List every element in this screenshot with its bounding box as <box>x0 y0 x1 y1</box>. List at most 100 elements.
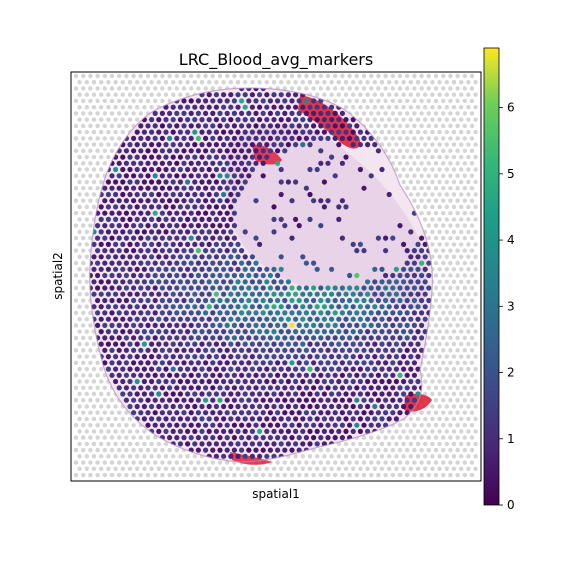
expression-spot <box>217 335 223 341</box>
empty-spot <box>390 98 395 104</box>
empty-spot <box>408 429 413 434</box>
expression-spot <box>242 441 248 447</box>
expression-spot <box>188 272 194 279</box>
empty-spot <box>451 192 457 197</box>
expression-spot <box>185 291 191 297</box>
expression-spot <box>224 110 230 116</box>
empty-spot <box>469 273 475 278</box>
expression-spot <box>213 441 219 447</box>
expression-spot <box>192 266 198 272</box>
expression-spot <box>203 385 209 391</box>
empty-spot <box>473 229 478 235</box>
expression-spot <box>257 341 263 347</box>
empty-spot <box>444 366 449 372</box>
expression-spot <box>181 98 187 104</box>
empty-spot <box>84 341 90 347</box>
expression-spot <box>271 92 277 98</box>
expression-spot <box>361 360 367 366</box>
expression-spot <box>163 428 169 434</box>
expression-spot <box>282 223 288 229</box>
empty-spot <box>426 223 431 228</box>
expression-spot <box>329 428 335 434</box>
expression-spot <box>174 110 180 116</box>
expression-spot <box>149 129 155 135</box>
expression-spot <box>181 285 187 291</box>
expression-spot <box>206 191 212 198</box>
expression-spot <box>271 354 277 360</box>
expression-spot <box>113 179 119 185</box>
expression-spot <box>408 304 414 310</box>
empty-spot <box>185 92 190 97</box>
expression-spot <box>419 335 425 341</box>
empty-spot <box>448 111 453 116</box>
expression-spot <box>285 416 291 422</box>
empty-spot <box>84 267 90 272</box>
expression-spot <box>116 260 122 266</box>
empty-spot <box>408 129 413 135</box>
expression-spot <box>221 266 227 272</box>
empty-spot <box>473 192 478 197</box>
expression-spot <box>210 260 216 266</box>
expression-spot <box>321 204 327 210</box>
empty-spot <box>307 454 313 459</box>
expression-spot <box>217 272 223 279</box>
empty-spot <box>289 472 295 478</box>
expression-spot <box>307 104 313 110</box>
expression-spot <box>325 322 331 328</box>
expression-spot <box>318 198 324 204</box>
empty-spot <box>156 466 161 471</box>
empty-spot <box>77 466 82 471</box>
expression-spot <box>98 204 104 210</box>
empty-spot <box>473 279 478 284</box>
expression-spot <box>354 322 360 328</box>
expression-spot <box>314 378 320 385</box>
expression-spot <box>224 160 230 166</box>
empty-spot <box>117 136 122 141</box>
empty-spot <box>455 472 460 478</box>
expression-spot <box>368 310 374 316</box>
expression-spot <box>267 372 273 378</box>
empty-spot <box>451 129 457 135</box>
expression-spot <box>242 92 248 98</box>
expression-spot <box>282 310 288 316</box>
empty-spot <box>354 86 359 91</box>
expression-spot <box>149 403 155 410</box>
expression-spot <box>354 422 360 428</box>
expression-spot <box>91 279 97 285</box>
empty-spot <box>181 460 187 465</box>
expression-spot <box>199 129 205 135</box>
empty-spot <box>433 148 439 153</box>
expression-spot <box>206 403 212 410</box>
expression-spot <box>131 148 137 154</box>
expression-spot <box>267 285 273 291</box>
expression-spot <box>357 329 363 335</box>
expression-spot <box>404 285 410 291</box>
expression-spot <box>127 378 133 385</box>
expression-spot <box>350 378 356 385</box>
expression-spot <box>170 166 176 173</box>
expression-spot <box>174 422 180 428</box>
empty-spot <box>77 317 82 322</box>
expression-spot <box>156 241 162 247</box>
empty-spot <box>433 472 439 478</box>
empty-spot <box>405 136 410 141</box>
expression-spot <box>242 179 248 185</box>
colorbar-tick-label: 1 <box>507 432 515 446</box>
expression-spot <box>350 366 356 372</box>
expression-spot <box>368 422 374 428</box>
expression-spot <box>383 322 389 328</box>
expression-spot <box>131 285 137 291</box>
empty-spot <box>293 466 298 471</box>
expression-spot <box>275 385 281 391</box>
expression-spot <box>293 329 299 335</box>
expression-spot <box>138 397 144 403</box>
empty-spot <box>217 460 223 465</box>
expression-spot <box>224 248 230 254</box>
empty-spot <box>73 186 79 191</box>
empty-spot <box>437 354 442 359</box>
empty-spot <box>433 186 439 191</box>
expression-spot <box>296 385 302 391</box>
expression-spot <box>372 354 378 360</box>
expression-spot <box>379 166 385 173</box>
